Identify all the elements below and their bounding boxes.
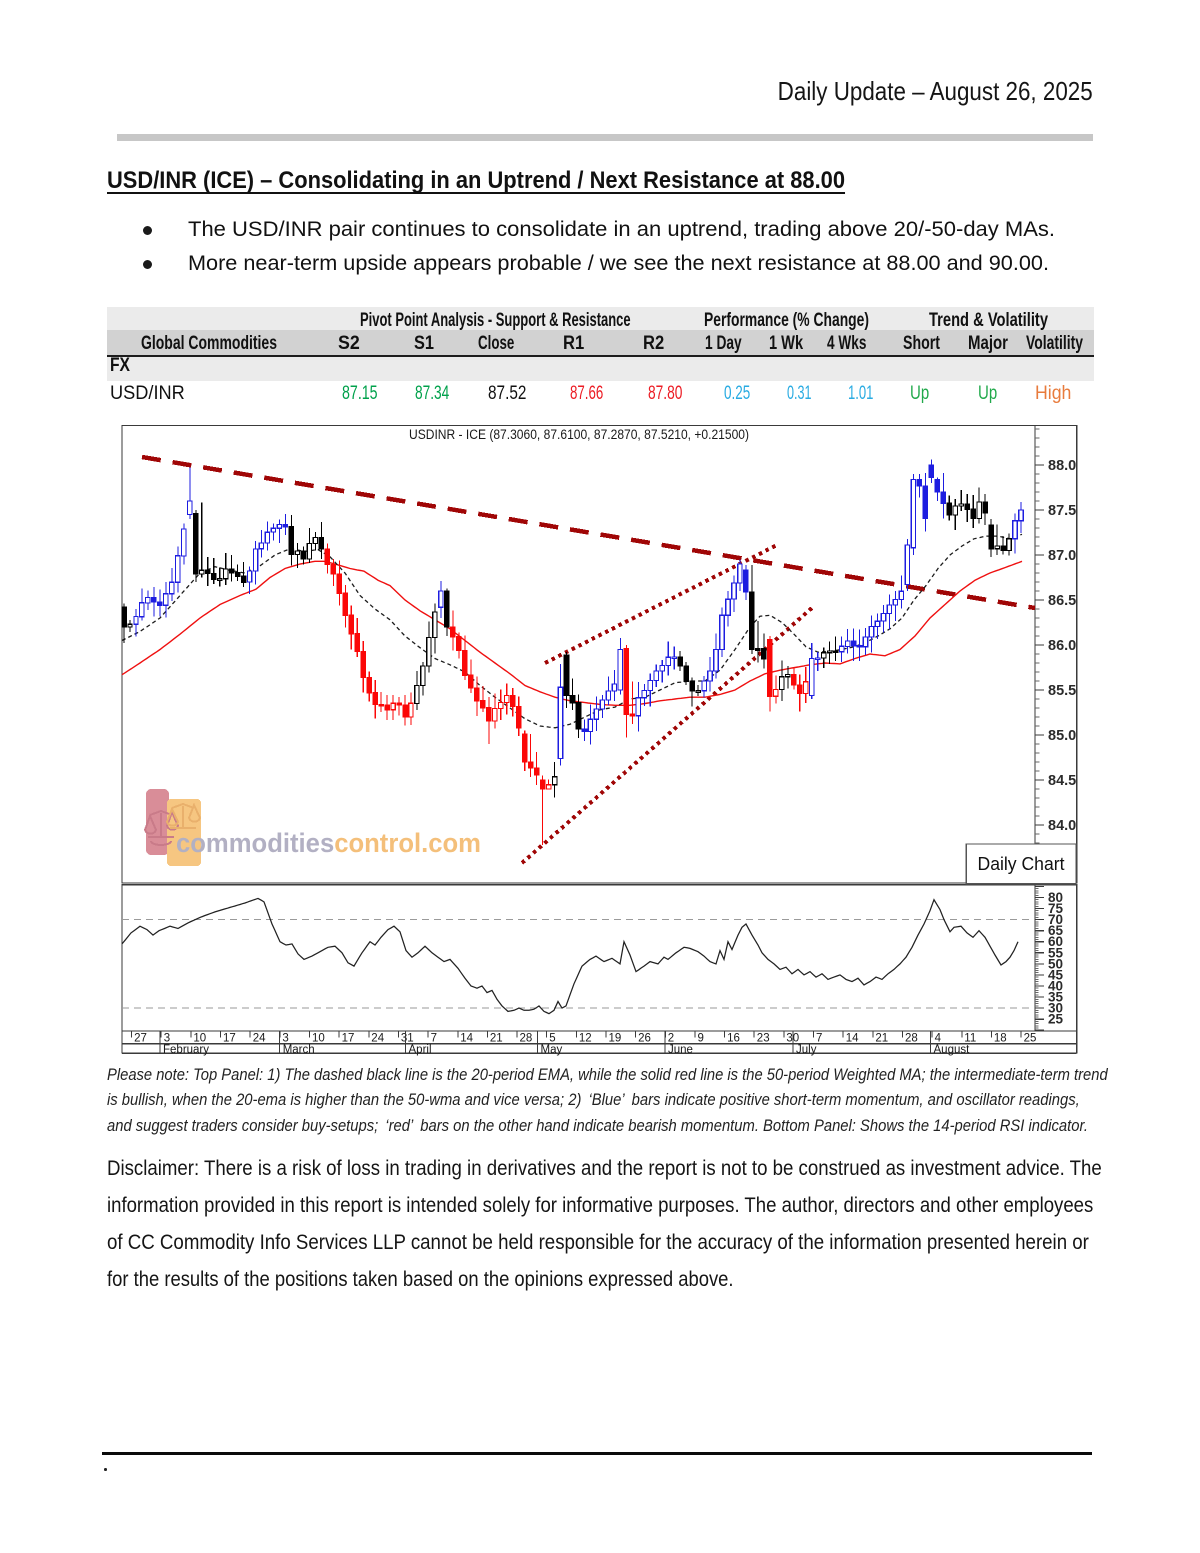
- svg-text:10: 10: [312, 1033, 325, 1045]
- svg-text:17: 17: [223, 1033, 236, 1045]
- svg-text:86.0: 86.0: [1048, 638, 1076, 654]
- svg-text:February: February: [163, 1044, 209, 1056]
- svg-text:17: 17: [342, 1033, 355, 1045]
- svg-text:75: 75: [1048, 901, 1064, 916]
- svg-text:19: 19: [609, 1033, 622, 1045]
- svg-text:27: 27: [134, 1033, 147, 1045]
- svg-text:25: 25: [1048, 1012, 1064, 1027]
- svg-text:85.0: 85.0: [1048, 728, 1076, 744]
- svg-text:commoditiescontrol.com: commoditiescontrol.com: [176, 828, 481, 858]
- svg-text:3: 3: [282, 1033, 288, 1045]
- svg-text:14: 14: [460, 1033, 473, 1045]
- svg-text:May: May: [541, 1044, 563, 1056]
- svg-text:18: 18: [994, 1033, 1007, 1045]
- svg-text:2: 2: [668, 1033, 674, 1045]
- svg-text:21: 21: [490, 1033, 503, 1045]
- svg-text:80: 80: [1048, 890, 1063, 905]
- svg-text:28: 28: [905, 1033, 918, 1045]
- svg-text:March: March: [283, 1044, 315, 1056]
- svg-text:26: 26: [638, 1033, 651, 1045]
- svg-text:85.5: 85.5: [1048, 683, 1076, 699]
- svg-text:87.0: 87.0: [1048, 548, 1076, 564]
- svg-text:24: 24: [371, 1033, 384, 1045]
- svg-text:25: 25: [1024, 1033, 1037, 1045]
- svg-text:40: 40: [1048, 979, 1063, 994]
- svg-text:70: 70: [1048, 912, 1063, 927]
- svg-text:14: 14: [846, 1033, 859, 1045]
- svg-text:84.0: 84.0: [1048, 818, 1076, 834]
- svg-text:88.0: 88.0: [1048, 458, 1076, 474]
- svg-text:August: August: [934, 1044, 971, 1056]
- svg-text:35: 35: [1048, 990, 1064, 1005]
- svg-text:24: 24: [253, 1033, 266, 1045]
- svg-text:60: 60: [1048, 934, 1063, 949]
- svg-text:31: 31: [401, 1033, 414, 1045]
- svg-text:5: 5: [549, 1033, 555, 1045]
- svg-text:86.5: 86.5: [1048, 593, 1076, 609]
- svg-text:June: June: [668, 1044, 693, 1056]
- svg-text:USDINR - ICE (87.3060, 87.6100: USDINR - ICE (87.3060, 87.6100, 87.2870,…: [409, 427, 749, 442]
- svg-text:50: 50: [1048, 956, 1063, 971]
- svg-text:45: 45: [1048, 967, 1064, 982]
- svg-text:3: 3: [164, 1033, 170, 1045]
- svg-text:April: April: [409, 1044, 432, 1056]
- svg-text:23: 23: [757, 1033, 770, 1045]
- svg-text:21: 21: [875, 1033, 888, 1045]
- svg-text:9: 9: [698, 1033, 704, 1045]
- svg-text:12: 12: [579, 1033, 592, 1045]
- svg-text:30: 30: [1048, 1001, 1063, 1016]
- svg-text:Daily Chart: Daily Chart: [978, 854, 1065, 874]
- svg-text:7: 7: [816, 1033, 822, 1045]
- svg-text:7: 7: [431, 1033, 437, 1045]
- svg-text:84.5: 84.5: [1048, 773, 1076, 789]
- svg-text:4: 4: [935, 1033, 942, 1045]
- svg-text:10: 10: [193, 1033, 206, 1045]
- svg-text:87.5: 87.5: [1048, 503, 1076, 519]
- svg-text:16: 16: [727, 1033, 740, 1045]
- svg-text:55: 55: [1048, 945, 1064, 960]
- svg-text:65: 65: [1048, 923, 1064, 938]
- svg-text:11: 11: [964, 1033, 976, 1045]
- svg-text:July: July: [796, 1044, 817, 1056]
- svg-text:28: 28: [520, 1033, 533, 1045]
